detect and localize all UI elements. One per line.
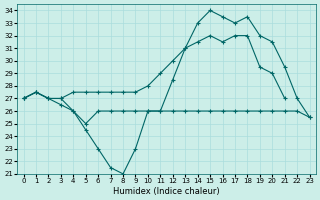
X-axis label: Humidex (Indice chaleur): Humidex (Indice chaleur) [113,187,220,196]
